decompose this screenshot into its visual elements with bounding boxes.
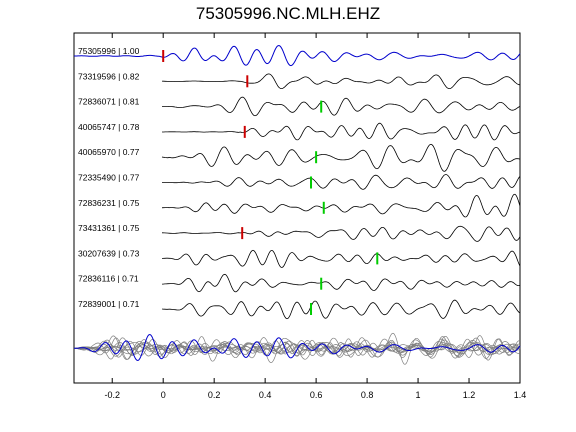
x-tick-label: 0.2 [208, 390, 221, 400]
stack-trace-10 [73, 336, 521, 362]
trace-line-72836071 [162, 96, 521, 117]
trace-label-72335490: 72335490 | 0.77 [78, 173, 140, 183]
x-tick-label: 1.2 [463, 390, 476, 400]
trace-line-73431361 [162, 225, 521, 242]
stack-trace-3 [74, 337, 521, 363]
x-tick-label: 0 [161, 390, 166, 400]
trace-line-30207639 [162, 249, 521, 268]
trace-line-73319596 [161, 73, 521, 89]
trace-line-75305996 [74, 44, 521, 67]
x-axis: -0.2 0 0.2 0.4 0.6 0.8 1 1.2 1.4 [104, 33, 526, 400]
trace-label-72836231: 72836231 | 0.75 [78, 198, 140, 208]
x-tick-label: -0.2 [104, 390, 120, 400]
trace-label-73319596: 73319596 | 0.82 [78, 71, 140, 81]
picks-layer [162, 50, 379, 315]
trace-label-72839001: 72839001 | 0.71 [78, 299, 140, 309]
stack-trace-9 [73, 336, 521, 359]
x-tick-label: 0.6 [310, 390, 323, 400]
x-tick-label: 0.8 [361, 390, 374, 400]
stack-trace-7 [73, 332, 521, 365]
trace-line-72335490 [162, 174, 521, 190]
trace-label-73431361: 73431361 | 0.75 [78, 223, 140, 233]
stack-reference-trace [74, 333, 521, 362]
trace-label-72836116: 72836116 | 0.71 [78, 274, 139, 284]
stack-layer [73, 332, 521, 365]
x-tick-label: 1 [416, 390, 421, 400]
traces-layer [74, 44, 521, 320]
plot-frame [73, 32, 521, 384]
trace-line-72839001 [161, 299, 521, 320]
trace-label-72836071: 72836071 | 0.81 [78, 97, 140, 107]
x-tick-label: 1.4 [514, 390, 527, 400]
trace-label-30207639: 30207639 | 0.73 [78, 248, 140, 258]
trace-line-72836231 [161, 193, 521, 218]
trace-line-40065970 [161, 143, 521, 172]
trace-line-72836116 [162, 273, 521, 293]
trace-label-40065747: 40065747 | 0.78 [78, 122, 140, 132]
stack-trace-6 [73, 339, 521, 359]
trace-line-40065747 [162, 122, 521, 141]
x-tick-label: 0.4 [259, 390, 272, 400]
labels-layer: 75305996 | 1.00 73319596 | 0.82 72836071 |… [78, 46, 140, 309]
trace-label-40065970: 40065970 | 0.77 [78, 147, 140, 157]
trace-label-75305996: 75305996 | 1.00 [78, 46, 140, 56]
chart-title: 75305996.NC.MLH.EHZ [195, 4, 381, 23]
stack-trace-0 [74, 338, 521, 357]
